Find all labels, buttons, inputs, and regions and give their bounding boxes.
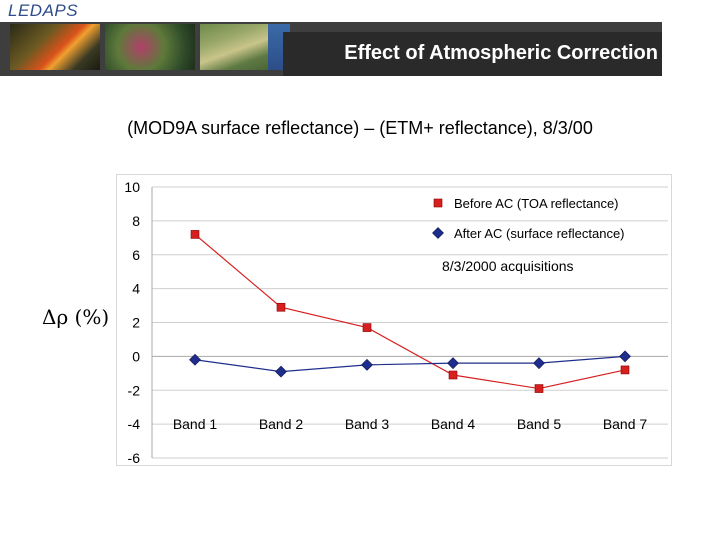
data-point-square: [534, 384, 544, 393]
data-point-square: [448, 370, 458, 380]
us-map-thumbnail: [200, 24, 290, 70]
x-tick-label: Band 5: [517, 416, 562, 432]
x-tick-label: Band 2: [259, 416, 304, 432]
legend-label: Before AC (TOA reflectance): [454, 196, 619, 211]
legend-marker-diamond: [432, 227, 444, 239]
data-point-square: [276, 302, 286, 312]
brand-logo-text: LEDAPS: [8, 1, 79, 20]
chart-annotation: 8/3/2000 acquisitions: [442, 258, 574, 274]
data-point-square: [362, 323, 372, 332]
data-point-diamond: [189, 353, 201, 366]
fire-photo-thumbnail: [10, 24, 100, 70]
data-point-diamond: [447, 357, 459, 370]
legend-label: After AC (surface reflectance): [454, 226, 625, 241]
y-tick-label: 4: [132, 281, 140, 297]
y-tick-label: 10: [124, 179, 140, 195]
title-box: Effect of Atmospheric Correction: [283, 32, 662, 76]
data-point-diamond: [533, 357, 545, 370]
y-tick-label: -4: [128, 416, 141, 432]
x-tick-label: Band 4: [431, 416, 476, 432]
data-point-diamond: [275, 365, 287, 378]
y-tick-label: -6: [128, 450, 141, 466]
forest-image-thumbnail: [105, 24, 195, 70]
y-tick-label: 2: [132, 315, 140, 331]
data-point-square: [620, 365, 630, 375]
chart-frame: [116, 174, 672, 466]
chart-subtitle: (MOD9A surface reflectance) – (ETM+ refl…: [127, 118, 593, 138]
y-axis-unit-label: Δρ (%): [42, 305, 110, 329]
slide-title: Effect of Atmospheric Correction: [344, 42, 658, 64]
y-tick-label: 8: [132, 213, 140, 229]
data-point-diamond: [361, 358, 373, 371]
series-line: [194, 355, 626, 373]
x-tick-label: Band 1: [173, 416, 218, 432]
data-point-square: [190, 230, 200, 239]
series-line: [194, 233, 626, 390]
y-tick-label: 6: [132, 247, 140, 263]
data-point-diamond: [619, 350, 631, 363]
y-tick-label: 0: [132, 348, 140, 364]
y-tick-label: -2: [128, 382, 141, 398]
legend-marker-square: [433, 198, 443, 208]
x-tick-label: Band 7: [603, 416, 648, 432]
x-tick-label: Band 3: [345, 416, 390, 432]
